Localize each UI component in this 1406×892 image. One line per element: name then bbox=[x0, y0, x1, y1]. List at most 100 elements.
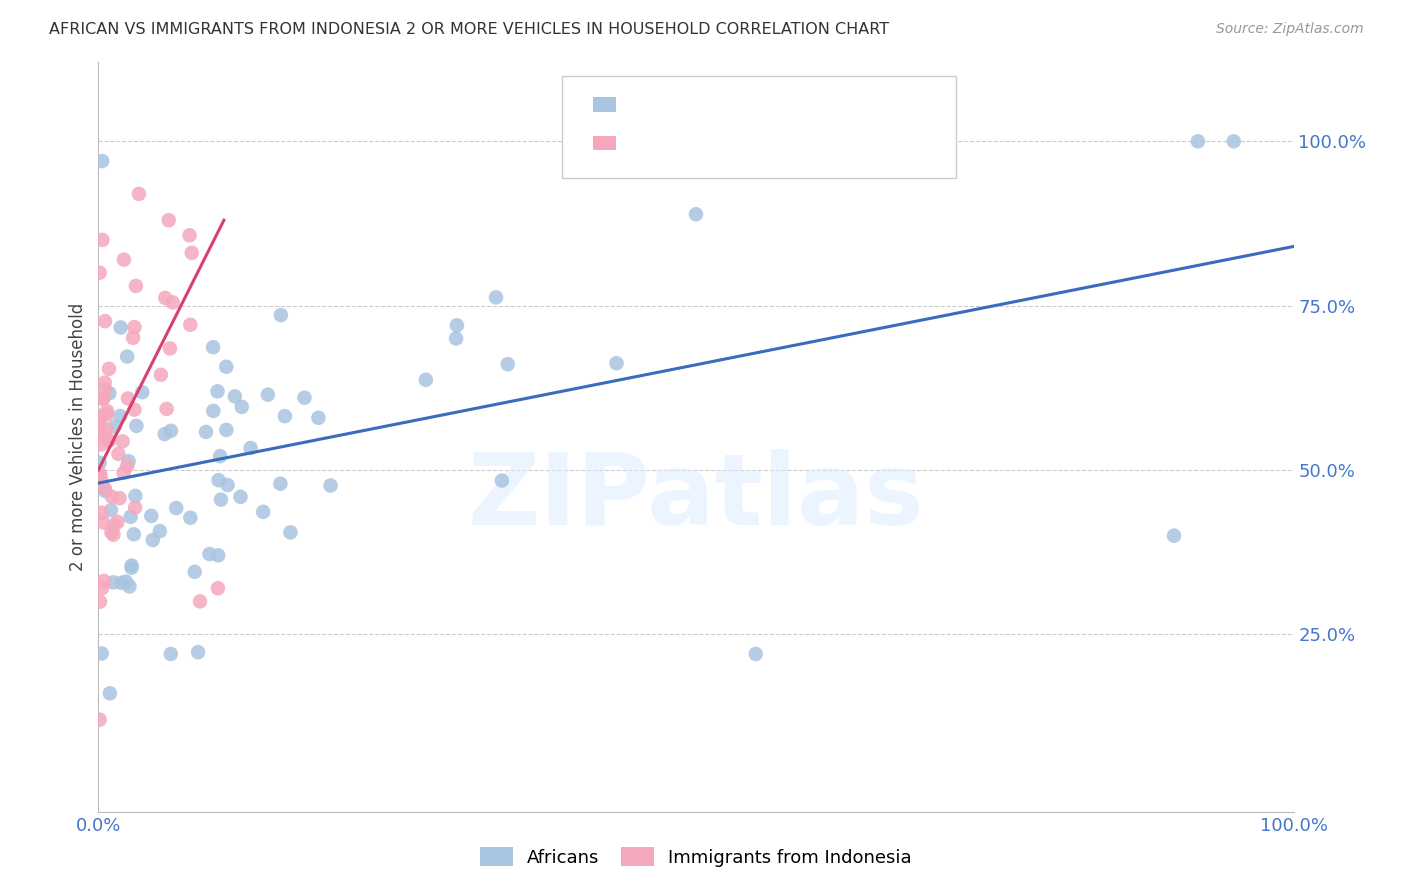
Point bbox=[121, 560, 143, 574]
Point bbox=[94, 431, 117, 445]
Point bbox=[231, 400, 253, 414]
Point bbox=[90, 647, 112, 661]
Point bbox=[97, 434, 120, 448]
Point bbox=[110, 575, 132, 590]
Point bbox=[207, 384, 229, 399]
Point bbox=[115, 350, 138, 364]
Point bbox=[107, 515, 129, 529]
Point bbox=[159, 342, 181, 356]
Point bbox=[188, 594, 211, 608]
Point bbox=[149, 368, 172, 382]
Point bbox=[444, 331, 467, 345]
Point bbox=[91, 392, 114, 406]
Point bbox=[125, 418, 148, 433]
Point bbox=[269, 476, 291, 491]
Point bbox=[319, 478, 342, 492]
Point bbox=[149, 524, 172, 538]
Point bbox=[89, 266, 111, 280]
Point bbox=[280, 525, 302, 540]
Point bbox=[209, 449, 232, 463]
Point bbox=[91, 391, 114, 405]
Point bbox=[94, 483, 117, 498]
Point bbox=[89, 417, 111, 431]
Point bbox=[415, 373, 437, 387]
Point bbox=[91, 233, 114, 247]
Point bbox=[94, 383, 117, 397]
Point bbox=[187, 645, 209, 659]
Point bbox=[252, 505, 274, 519]
Point bbox=[118, 579, 141, 593]
Point bbox=[93, 376, 115, 390]
Point bbox=[1187, 134, 1209, 148]
Point bbox=[207, 473, 229, 487]
Point bbox=[141, 508, 163, 523]
Point bbox=[117, 458, 139, 473]
Y-axis label: 2 or more Vehicles in Household: 2 or more Vehicles in Household bbox=[69, 303, 87, 571]
Point bbox=[98, 686, 121, 700]
Point bbox=[202, 404, 225, 418]
Point bbox=[112, 466, 135, 480]
Point bbox=[131, 385, 153, 400]
Point bbox=[89, 594, 111, 608]
Point bbox=[89, 456, 111, 470]
Point bbox=[124, 402, 146, 417]
Point bbox=[180, 245, 202, 260]
Point bbox=[89, 467, 111, 482]
Point bbox=[202, 340, 225, 354]
Point bbox=[112, 252, 135, 267]
Point bbox=[160, 424, 183, 438]
Point bbox=[101, 490, 124, 504]
Point bbox=[207, 581, 229, 595]
Point bbox=[155, 291, 177, 305]
Point bbox=[94, 482, 117, 496]
Point bbox=[217, 478, 239, 492]
Point bbox=[93, 574, 115, 588]
Point bbox=[122, 527, 145, 541]
Point bbox=[108, 409, 131, 423]
Point bbox=[107, 447, 129, 461]
Point bbox=[179, 510, 201, 524]
Point bbox=[90, 437, 112, 451]
Point bbox=[122, 331, 145, 345]
Point bbox=[124, 500, 146, 515]
Point bbox=[124, 320, 146, 334]
Text: R = 0.396   N = 71: R = 0.396 N = 71 bbox=[633, 95, 817, 113]
Point bbox=[605, 356, 627, 370]
Point bbox=[157, 213, 180, 227]
Point bbox=[485, 290, 508, 304]
Point bbox=[224, 389, 246, 403]
Point bbox=[100, 503, 122, 517]
Legend: Africans, Immigrants from Indonesia: Africans, Immigrants from Indonesia bbox=[472, 840, 920, 874]
Point bbox=[124, 489, 146, 503]
Point bbox=[117, 454, 139, 468]
Point bbox=[165, 501, 187, 516]
Text: AFRICAN VS IMMIGRANTS FROM INDONESIA 2 OR MORE VEHICLES IN HOUSEHOLD CORRELATION: AFRICAN VS IMMIGRANTS FROM INDONESIA 2 O… bbox=[49, 22, 890, 37]
Point bbox=[198, 547, 221, 561]
Point bbox=[117, 392, 139, 406]
Point bbox=[1163, 529, 1185, 543]
Point bbox=[90, 506, 112, 520]
Point bbox=[90, 474, 112, 488]
Point bbox=[142, 533, 165, 547]
Point bbox=[103, 527, 125, 541]
Point bbox=[89, 713, 111, 727]
Point bbox=[128, 186, 150, 201]
Point bbox=[209, 492, 232, 507]
Point bbox=[270, 308, 292, 322]
Point bbox=[125, 279, 148, 293]
Point bbox=[207, 549, 229, 563]
Point bbox=[91, 154, 114, 169]
Text: R = 0.327   N = 58: R = 0.327 N = 58 bbox=[633, 134, 817, 152]
Point bbox=[104, 419, 127, 434]
Point bbox=[96, 407, 118, 421]
Point bbox=[90, 409, 112, 424]
Point bbox=[98, 386, 121, 401]
Point bbox=[446, 318, 468, 333]
Point bbox=[179, 228, 201, 243]
Point bbox=[111, 434, 134, 449]
Point bbox=[110, 320, 132, 334]
Point bbox=[274, 409, 297, 424]
Point bbox=[491, 474, 513, 488]
Point bbox=[89, 409, 111, 423]
Point bbox=[496, 357, 519, 371]
